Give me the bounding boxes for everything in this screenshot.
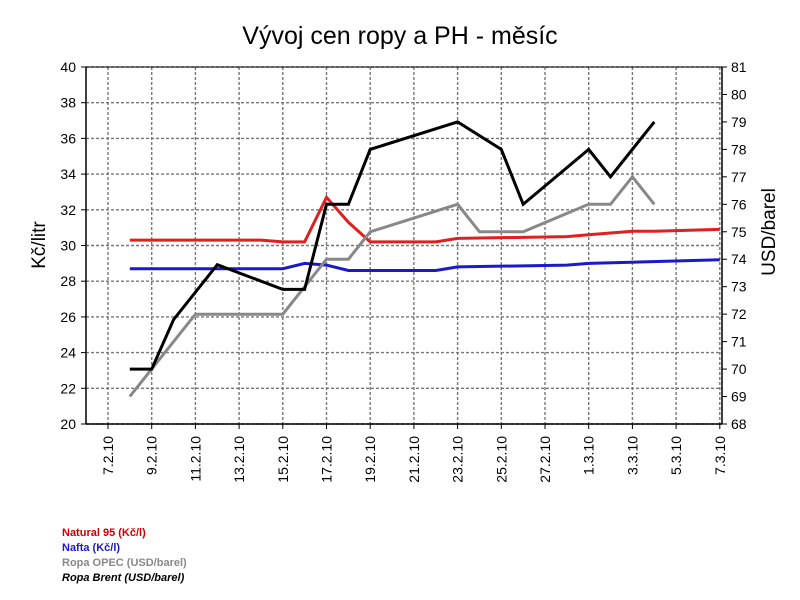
legend: Natural 95 (Kč/l) Nafta (Kč/l) Ropa OPEC… bbox=[62, 526, 187, 586]
tick-label-right: 79 bbox=[731, 114, 747, 130]
legend-item-natural95: Natural 95 (Kč/l) bbox=[62, 527, 146, 539]
tick-label-right: 74 bbox=[731, 251, 747, 267]
tick-label-left: 22 bbox=[60, 380, 76, 396]
chart-title: Vývoj cen ropy a PH - měsíc bbox=[242, 22, 558, 50]
tick-label-right: 69 bbox=[731, 389, 747, 405]
series-line-2 bbox=[128, 174, 656, 398]
tick-label-left: 34 bbox=[60, 166, 76, 182]
y-axis-label-right: USD/barel bbox=[759, 188, 780, 276]
tick-label-x: 11.2.10 bbox=[187, 436, 203, 482]
tick-label-x: 21.2.10 bbox=[406, 436, 422, 483]
tick-label-left: 40 bbox=[60, 59, 76, 75]
tick-label-left: 26 bbox=[60, 309, 76, 325]
tick-label-right: 75 bbox=[731, 224, 747, 240]
tick-label-left: 24 bbox=[60, 345, 76, 361]
y-axis-label-left: Kč/litr bbox=[29, 221, 50, 269]
tick-label-x: 23.2.10 bbox=[450, 436, 466, 483]
tick-label-right: 80 bbox=[731, 86, 747, 102]
axis-layer: 20 22 24 26 28 30 32 34 36 38 40 68 69 70 71 72 73 74 75 76… bbox=[60, 59, 746, 483]
tick-label-right: 73 bbox=[731, 279, 747, 295]
tick-label-left: 28 bbox=[60, 273, 76, 289]
tick-label-x: 9.2.10 bbox=[144, 436, 160, 475]
series-line-3 bbox=[129, 120, 656, 371]
tick-label-x: 7.2.10 bbox=[100, 436, 116, 475]
tick-label-left: 38 bbox=[60, 95, 76, 111]
grid-layer bbox=[86, 66, 722, 425]
tick-label-right: 81 bbox=[731, 59, 747, 75]
tick-label-right: 68 bbox=[731, 416, 747, 432]
tick-label-left: 20 bbox=[60, 416, 76, 432]
tick-label-x: 13.2.10 bbox=[231, 436, 247, 483]
tick-label-right: 70 bbox=[731, 361, 747, 377]
tick-label-right: 78 bbox=[731, 141, 747, 157]
tick-label-x: 15.2.10 bbox=[275, 436, 291, 483]
tick-label-x: 25.2.10 bbox=[493, 436, 509, 483]
tick-label-x: 17.2.10 bbox=[319, 436, 335, 483]
tick-label-right: 76 bbox=[731, 196, 747, 212]
tick-label-x: 5.3.10 bbox=[668, 436, 684, 475]
legend-item-opec: Ropa OPEC (USD/barel) bbox=[62, 557, 187, 569]
tick-label-x: 7.3.10 bbox=[712, 436, 728, 475]
tick-label-x: 1.3.10 bbox=[581, 436, 597, 475]
series-line-1 bbox=[129, 258, 720, 272]
series-line-0 bbox=[129, 194, 720, 244]
tick-label-right: 72 bbox=[731, 306, 747, 322]
tick-label-x: 3.3.10 bbox=[624, 436, 640, 475]
tick-label-x: 19.2.10 bbox=[362, 436, 378, 483]
tick-label-x: 27.2.10 bbox=[537, 436, 553, 483]
legend-item-nafta: Nafta (Kč/l) bbox=[62, 542, 121, 554]
tick-label-left: 30 bbox=[60, 238, 76, 254]
series-layer bbox=[128, 120, 720, 398]
tick-label-left: 36 bbox=[60, 130, 76, 146]
tick-label-right: 77 bbox=[731, 169, 747, 185]
tick-label-left: 32 bbox=[60, 202, 76, 218]
legend-item-brent: Ropa Brent (USD/barel) bbox=[62, 572, 185, 584]
tick-label-right: 71 bbox=[731, 334, 747, 350]
